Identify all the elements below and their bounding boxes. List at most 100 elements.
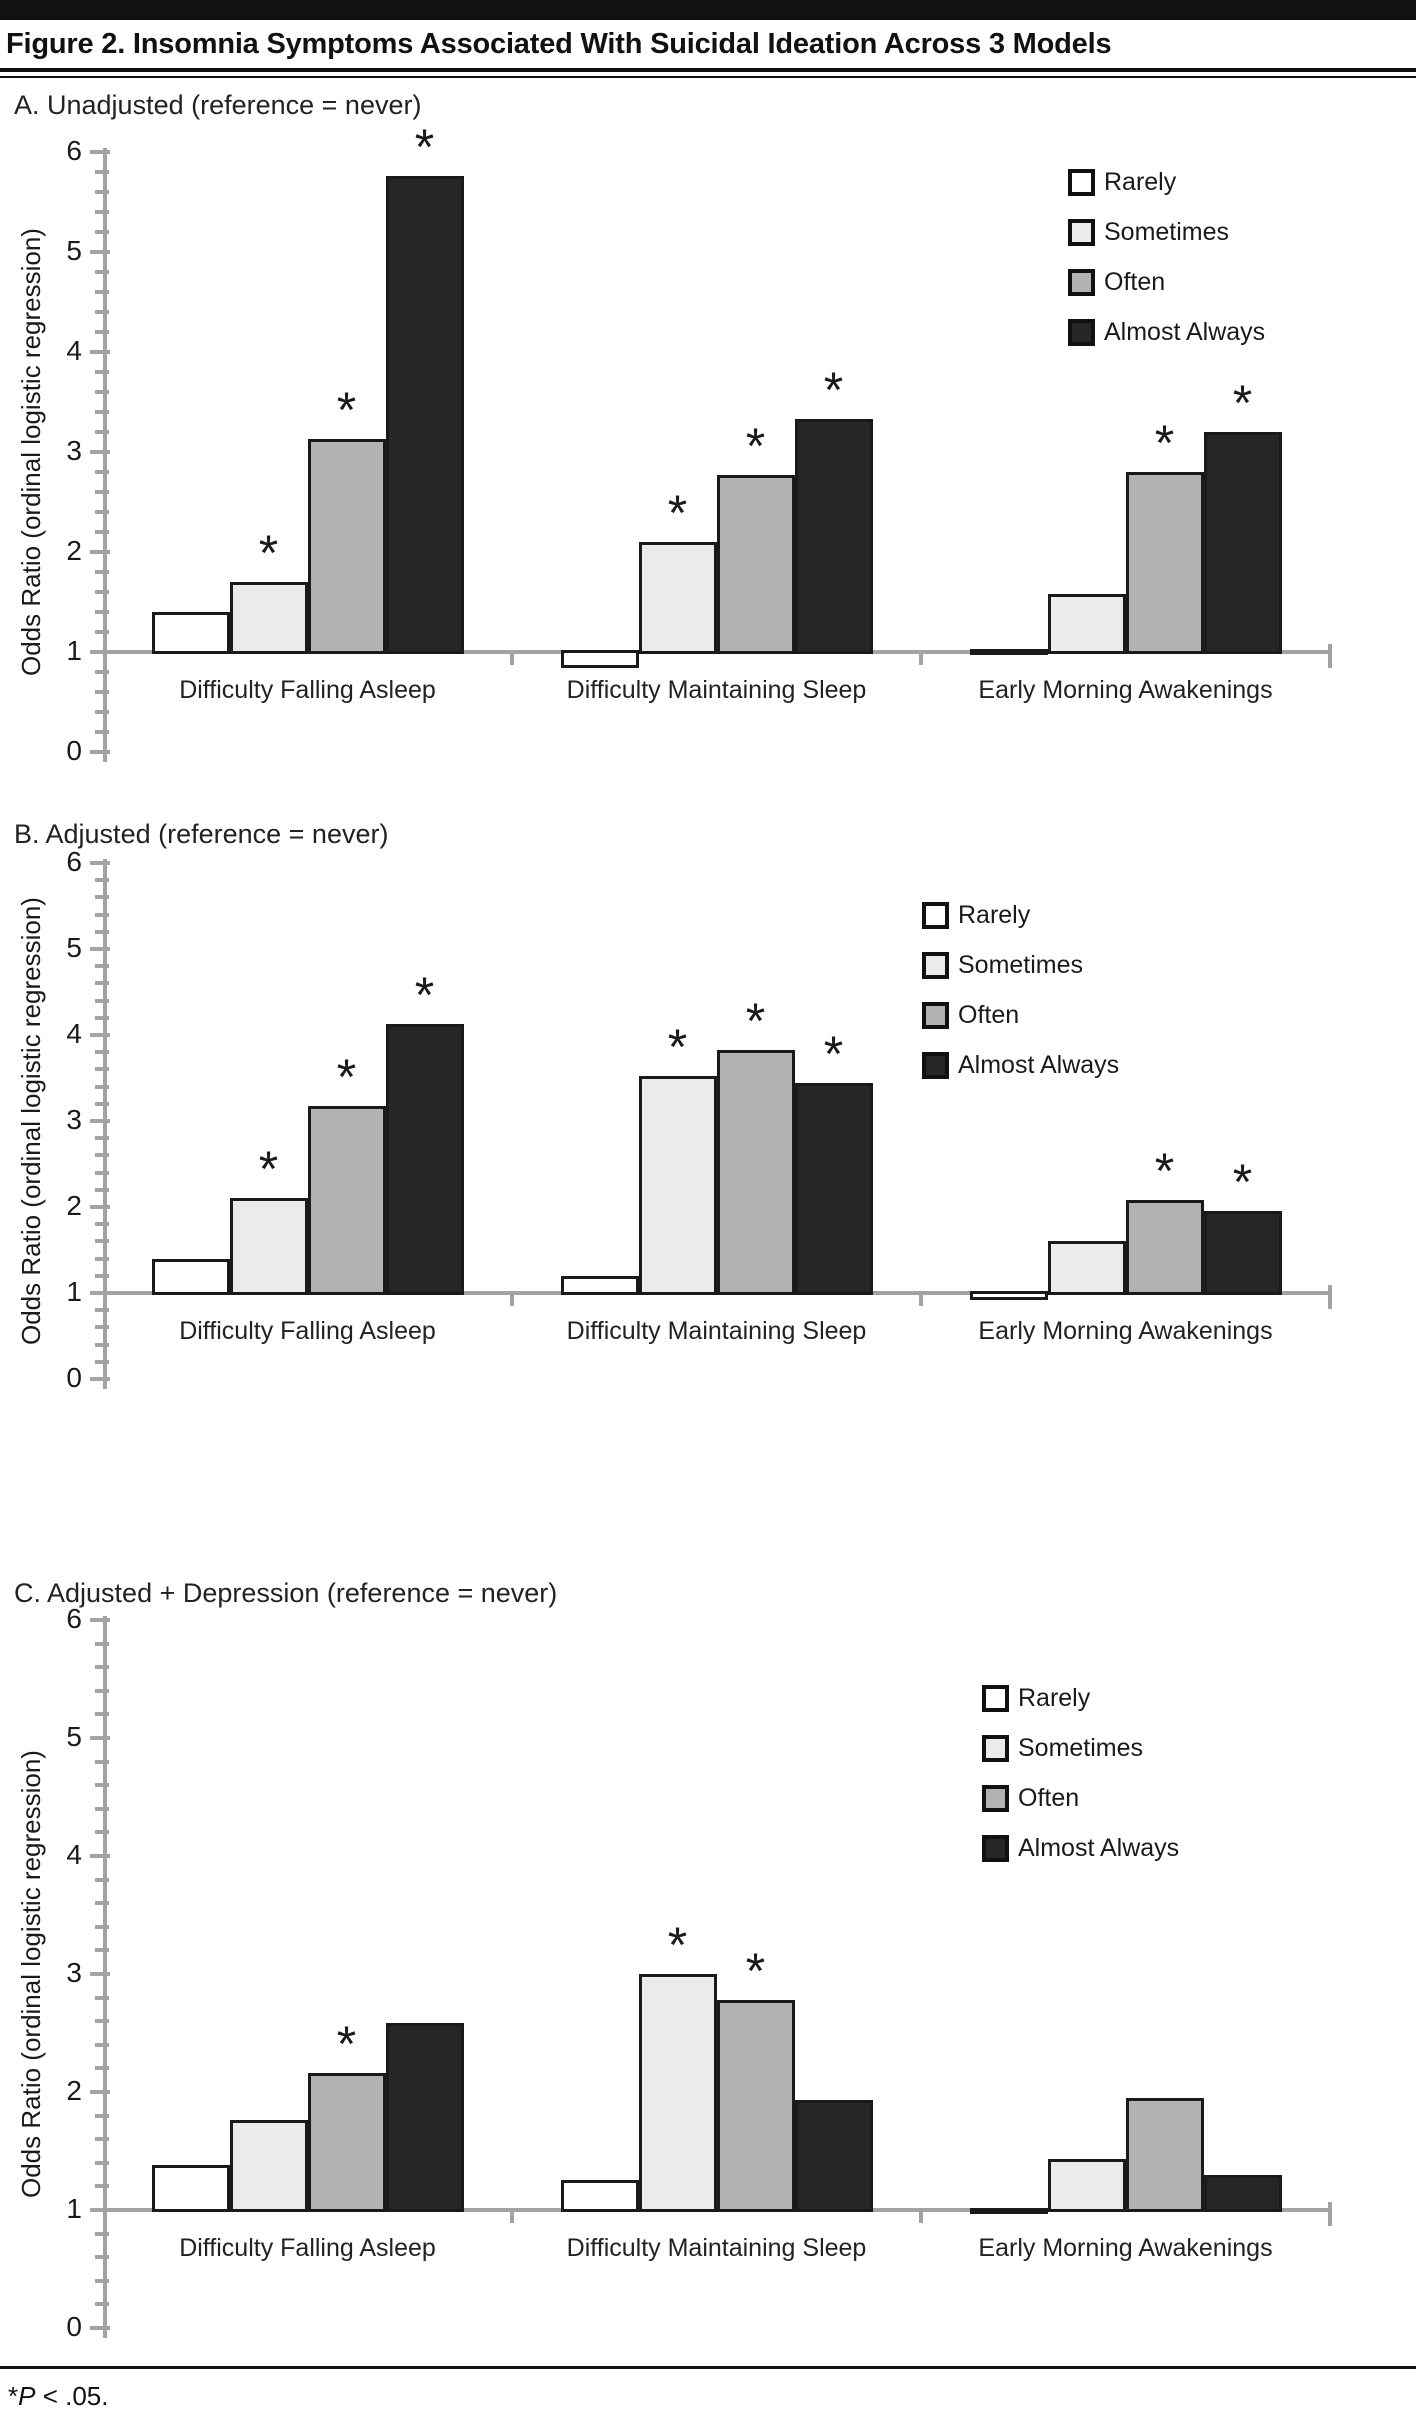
y-minor-tick (95, 1273, 109, 1278)
y-minor-tick (95, 2278, 109, 2283)
y-major-tick (90, 1972, 110, 1976)
bar (969, 649, 1048, 655)
y-minor-tick (95, 170, 109, 174)
y-minor-tick (95, 710, 109, 714)
category-label: Early Morning Awakenings (978, 676, 1273, 704)
y-axis-title: Odds Ratio (ordinal logistic regression) (16, 1750, 46, 2198)
y-tick-label: 3 (66, 435, 82, 466)
y-axis-title: Odds Ratio (ordinal logistic regression) (16, 897, 46, 1345)
y-tick-label: 6 (66, 846, 82, 877)
y-tick-label: 6 (66, 1603, 82, 1634)
y-minor-tick (95, 290, 109, 294)
y-minor-tick (95, 1136, 109, 1141)
bar (1047, 594, 1126, 654)
y-minor-tick (95, 1712, 109, 1717)
bar (1125, 1200, 1204, 1295)
y-minor-tick (95, 670, 109, 674)
y-minor-tick (95, 190, 109, 194)
bar (307, 2072, 386, 2212)
y-tick-label: 5 (66, 1721, 82, 1752)
y-tick-label: 1 (66, 2193, 82, 2224)
significance-asterisk: * (745, 1942, 766, 1999)
y-minor-tick (95, 1067, 109, 1072)
y-minor-tick (95, 370, 109, 374)
bar (638, 1973, 717, 2212)
y-minor-tick (95, 1759, 109, 1764)
y-minor-tick (95, 1688, 109, 1693)
significance-asterisk: * (823, 362, 844, 418)
category-label: Difficulty Falling Asleep (179, 676, 436, 704)
y-major-tick (90, 2208, 110, 2212)
legend-label: Rarely (1018, 1684, 1091, 1712)
y-tick-label: 4 (66, 1018, 82, 1049)
y-minor-tick (95, 2019, 109, 2024)
y-major-tick (90, 650, 110, 654)
title-divider (0, 68, 1416, 78)
legend-item: Often (922, 1001, 1119, 1029)
legend-label: Almost Always (1104, 318, 1266, 346)
y-major-tick (90, 1119, 110, 1123)
y-major-tick (90, 550, 110, 554)
legend-swatch-sometimes (982, 1735, 1009, 1762)
y-minor-tick (95, 1187, 109, 1192)
category-boundary-tick (919, 2210, 923, 2223)
category-label: Difficulty Maintaining Sleep (566, 676, 867, 704)
y-minor-tick (95, 270, 109, 274)
y-minor-tick (95, 1359, 109, 1364)
legend-item: Often (1068, 268, 1265, 296)
y-major-tick (90, 2326, 110, 2330)
y-axis-line (103, 1616, 107, 2338)
category-label: Difficulty Maintaining Sleep (566, 2234, 867, 2262)
y-minor-tick (95, 410, 109, 414)
category-boundary-tick (510, 2210, 514, 2223)
y-axis-line (103, 148, 107, 762)
bar (560, 1276, 639, 1295)
y-major-tick (90, 150, 110, 154)
legend-item: Almost Always (982, 1834, 1179, 1862)
panel-b-heading: B. Adjusted (reference = never) (14, 819, 389, 849)
significance-asterisk: * (336, 382, 357, 438)
y-minor-tick (95, 2042, 109, 2047)
y-minor-tick (95, 1015, 109, 1020)
y-major-tick (90, 1618, 110, 1622)
panel-a-heading: A. Unadjusted (reference = never) (14, 90, 422, 120)
y-major-tick (90, 947, 110, 951)
y-major-tick (90, 1205, 110, 1209)
y-minor-tick (95, 929, 109, 934)
legend-item: Rarely (982, 1684, 1179, 1712)
significance-asterisk: * (414, 119, 435, 175)
y-minor-tick (95, 1342, 109, 1347)
x-axis-end-tick (1328, 1285, 1332, 1309)
legend-label: Rarely (958, 901, 1031, 929)
y-minor-tick (95, 1783, 109, 1788)
y-minor-tick (95, 912, 109, 917)
bar (307, 1105, 386, 1295)
y-axis-line (103, 859, 107, 1389)
bar (151, 612, 230, 654)
significance-asterisk: * (745, 992, 766, 1049)
bar (794, 2099, 873, 2212)
category-label: Early Morning Awakenings (978, 1317, 1273, 1345)
bar (1125, 472, 1204, 654)
legend-label: Sometimes (1018, 1734, 1144, 1762)
y-major-tick (90, 1736, 110, 1740)
y-minor-tick (95, 230, 109, 234)
y-tick-label: 2 (66, 535, 82, 566)
panel-b-chart: 0 1 2 3 4 5 6 Odds Ratio (ordinal logistic regr… (0, 848, 1416, 1399)
y-minor-tick (95, 964, 109, 969)
bar (229, 1197, 308, 1295)
y-minor-tick (95, 2255, 109, 2260)
bar (638, 1075, 717, 1295)
bar (969, 1291, 1048, 1300)
y-tick-label: 2 (66, 2075, 82, 2106)
y-minor-tick (95, 2231, 109, 2236)
legend-swatch-almost-always (982, 1835, 1009, 1862)
y-minor-tick (95, 2066, 109, 2071)
y-minor-tick (95, 530, 109, 534)
significance-asterisk: * (1232, 375, 1253, 431)
panel-c-chart: 0 1 2 3 4 5 6 Odds Ratio (ordinal logistic regr… (0, 1605, 1416, 2348)
y-minor-tick (95, 1101, 109, 1106)
y-minor-tick (95, 310, 109, 314)
